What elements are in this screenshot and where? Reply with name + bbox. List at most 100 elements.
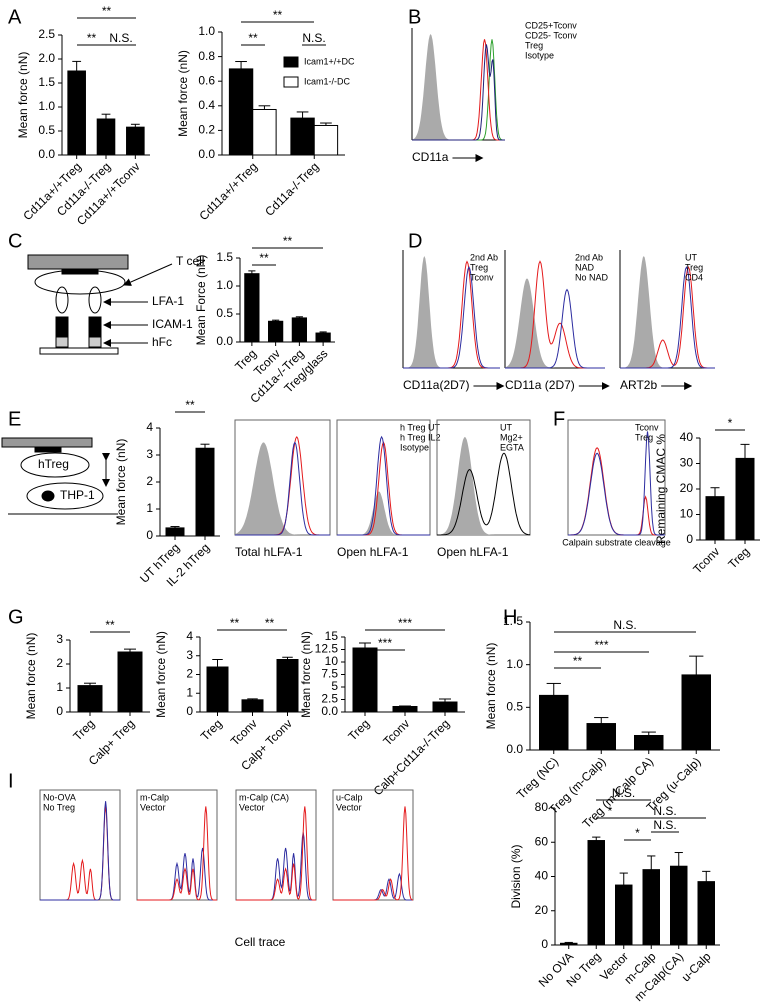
y-tick-label: 0 (686, 532, 693, 546)
significance-label: ** (87, 31, 97, 45)
icam-1 (55, 316, 69, 338)
x-axis-label: Open hLFA-1 (337, 545, 409, 559)
legend-label: Treg (525, 40, 543, 50)
significance-label: ** (102, 4, 112, 18)
x-tick-label: Tconv (228, 716, 260, 748)
significance-label: ** (283, 234, 293, 248)
significance-label: N.S. (302, 31, 325, 45)
bar (96, 118, 116, 156)
x-tick-label: Treg (345, 716, 372, 743)
lfa-1 (55, 286, 69, 314)
y-tick-label: 0.8 (198, 49, 215, 63)
x-tick-label: Treg (198, 716, 225, 743)
bar (195, 447, 215, 537)
y-axis-label: Mean force (nN) (299, 631, 313, 718)
y-tick-label: 30 (680, 456, 694, 470)
y-tick-label: 2.5 (38, 27, 55, 41)
bar (117, 651, 143, 713)
histogram-fill (235, 442, 330, 535)
bar (539, 694, 569, 751)
plot-frame (136, 789, 218, 901)
y-tick-label: 20 (680, 481, 694, 495)
significance-label: * (728, 416, 733, 430)
y-axis-label: Mean force (nN) (154, 631, 168, 718)
histogram-curve (620, 266, 715, 369)
y-axis-label: Mean force (nN) (114, 439, 128, 526)
histogram-fill (505, 278, 605, 368)
x-axis-label: Total hLFA-1 (235, 545, 303, 559)
legend-label: 2nd Ab (575, 252, 603, 262)
hfc (55, 336, 69, 348)
plot-frame (235, 789, 317, 901)
histogram-curve (337, 435, 430, 536)
y-tick-label: 1.5 (216, 250, 233, 264)
bar (615, 884, 633, 946)
histogram-fill (620, 256, 715, 368)
legend-label: Icam1-/-DC (304, 76, 351, 86)
y-tick-label: 40 (535, 869, 549, 883)
y-tick-label: 3 (186, 648, 193, 662)
y-axis-label: Remaining CMAC % (654, 434, 668, 544)
legend-label: CD25- Tconv (525, 30, 577, 40)
y-axis-label: Mean Force (nN) (194, 255, 208, 346)
histogram-curve (403, 266, 500, 369)
nucleus (41, 490, 55, 502)
histogram-curve (137, 806, 217, 901)
y-tick-label: 15 (325, 629, 339, 643)
x-tick-label: Cd11a-/-Treg (262, 159, 321, 218)
histogram-curve (137, 847, 217, 901)
y-tick-label: 1.0 (198, 24, 215, 38)
bar (241, 699, 264, 713)
y-axis-label: Division (%) (509, 844, 523, 908)
panel-label: A (8, 6, 22, 28)
y-tick-label: 7.5 (321, 667, 338, 681)
legend-label: Vector (239, 802, 265, 812)
x-axis-label: Calpain substrate cleavage (562, 537, 671, 547)
legend-label: UT (685, 252, 697, 262)
legend-label: No-OVA (43, 792, 76, 802)
y-tick-label: 20 (535, 903, 549, 917)
panel-label: C (8, 230, 22, 252)
x-tick-label: Treg (70, 716, 97, 743)
significance-label: *** (594, 638, 608, 652)
y-tick-label: 10 (325, 654, 339, 668)
bar (352, 647, 378, 713)
cell-contact (34, 446, 62, 453)
legend-label: h Treg IL2 (400, 432, 441, 442)
y-tick-label: 2 (56, 656, 63, 670)
bar (290, 117, 315, 156)
significance-label: *** (398, 616, 412, 630)
bar (276, 659, 299, 713)
panel-label: F (553, 408, 565, 430)
y-tick-label: 2 (146, 474, 153, 488)
hfc (88, 336, 102, 348)
bar (642, 869, 660, 946)
significance-label: N.S. (613, 618, 636, 632)
y-tick-label: 3 (146, 447, 153, 461)
y-tick-label: 0.0 (38, 147, 55, 161)
bar (77, 685, 103, 713)
x-axis-label: CD11a(2D7) (403, 378, 469, 392)
cell-contact (61, 268, 99, 275)
x-tick-label: Cd11a+/+Treg (196, 159, 260, 223)
y-tick-label: 0 (186, 704, 193, 718)
y-tick-label: 1.5 (38, 75, 55, 89)
y-tick-label: 0.5 (38, 123, 55, 137)
x-axis-label: CD11a (2D7) (505, 378, 575, 392)
legend-label: m-Calp (140, 792, 169, 802)
plot-frame (567, 419, 666, 536)
y-tick-label: 1 (56, 680, 63, 694)
legend-swatch (283, 76, 299, 88)
schematic-e (1, 437, 118, 515)
significance-label: ** (185, 398, 195, 412)
y-tick-label: 0.0 (198, 147, 215, 161)
y-tick-label: 0.0 (216, 334, 233, 348)
bar (634, 734, 664, 751)
bar (586, 723, 616, 751)
y-axis-label: Mean force (nN) (176, 50, 190, 137)
y-tick-label: 0.5 (216, 306, 233, 320)
significance-label: ** (230, 616, 240, 630)
significance-label: N.S. (653, 804, 676, 818)
histogram-fill (412, 34, 505, 140)
thp-1-cell (26, 482, 104, 510)
